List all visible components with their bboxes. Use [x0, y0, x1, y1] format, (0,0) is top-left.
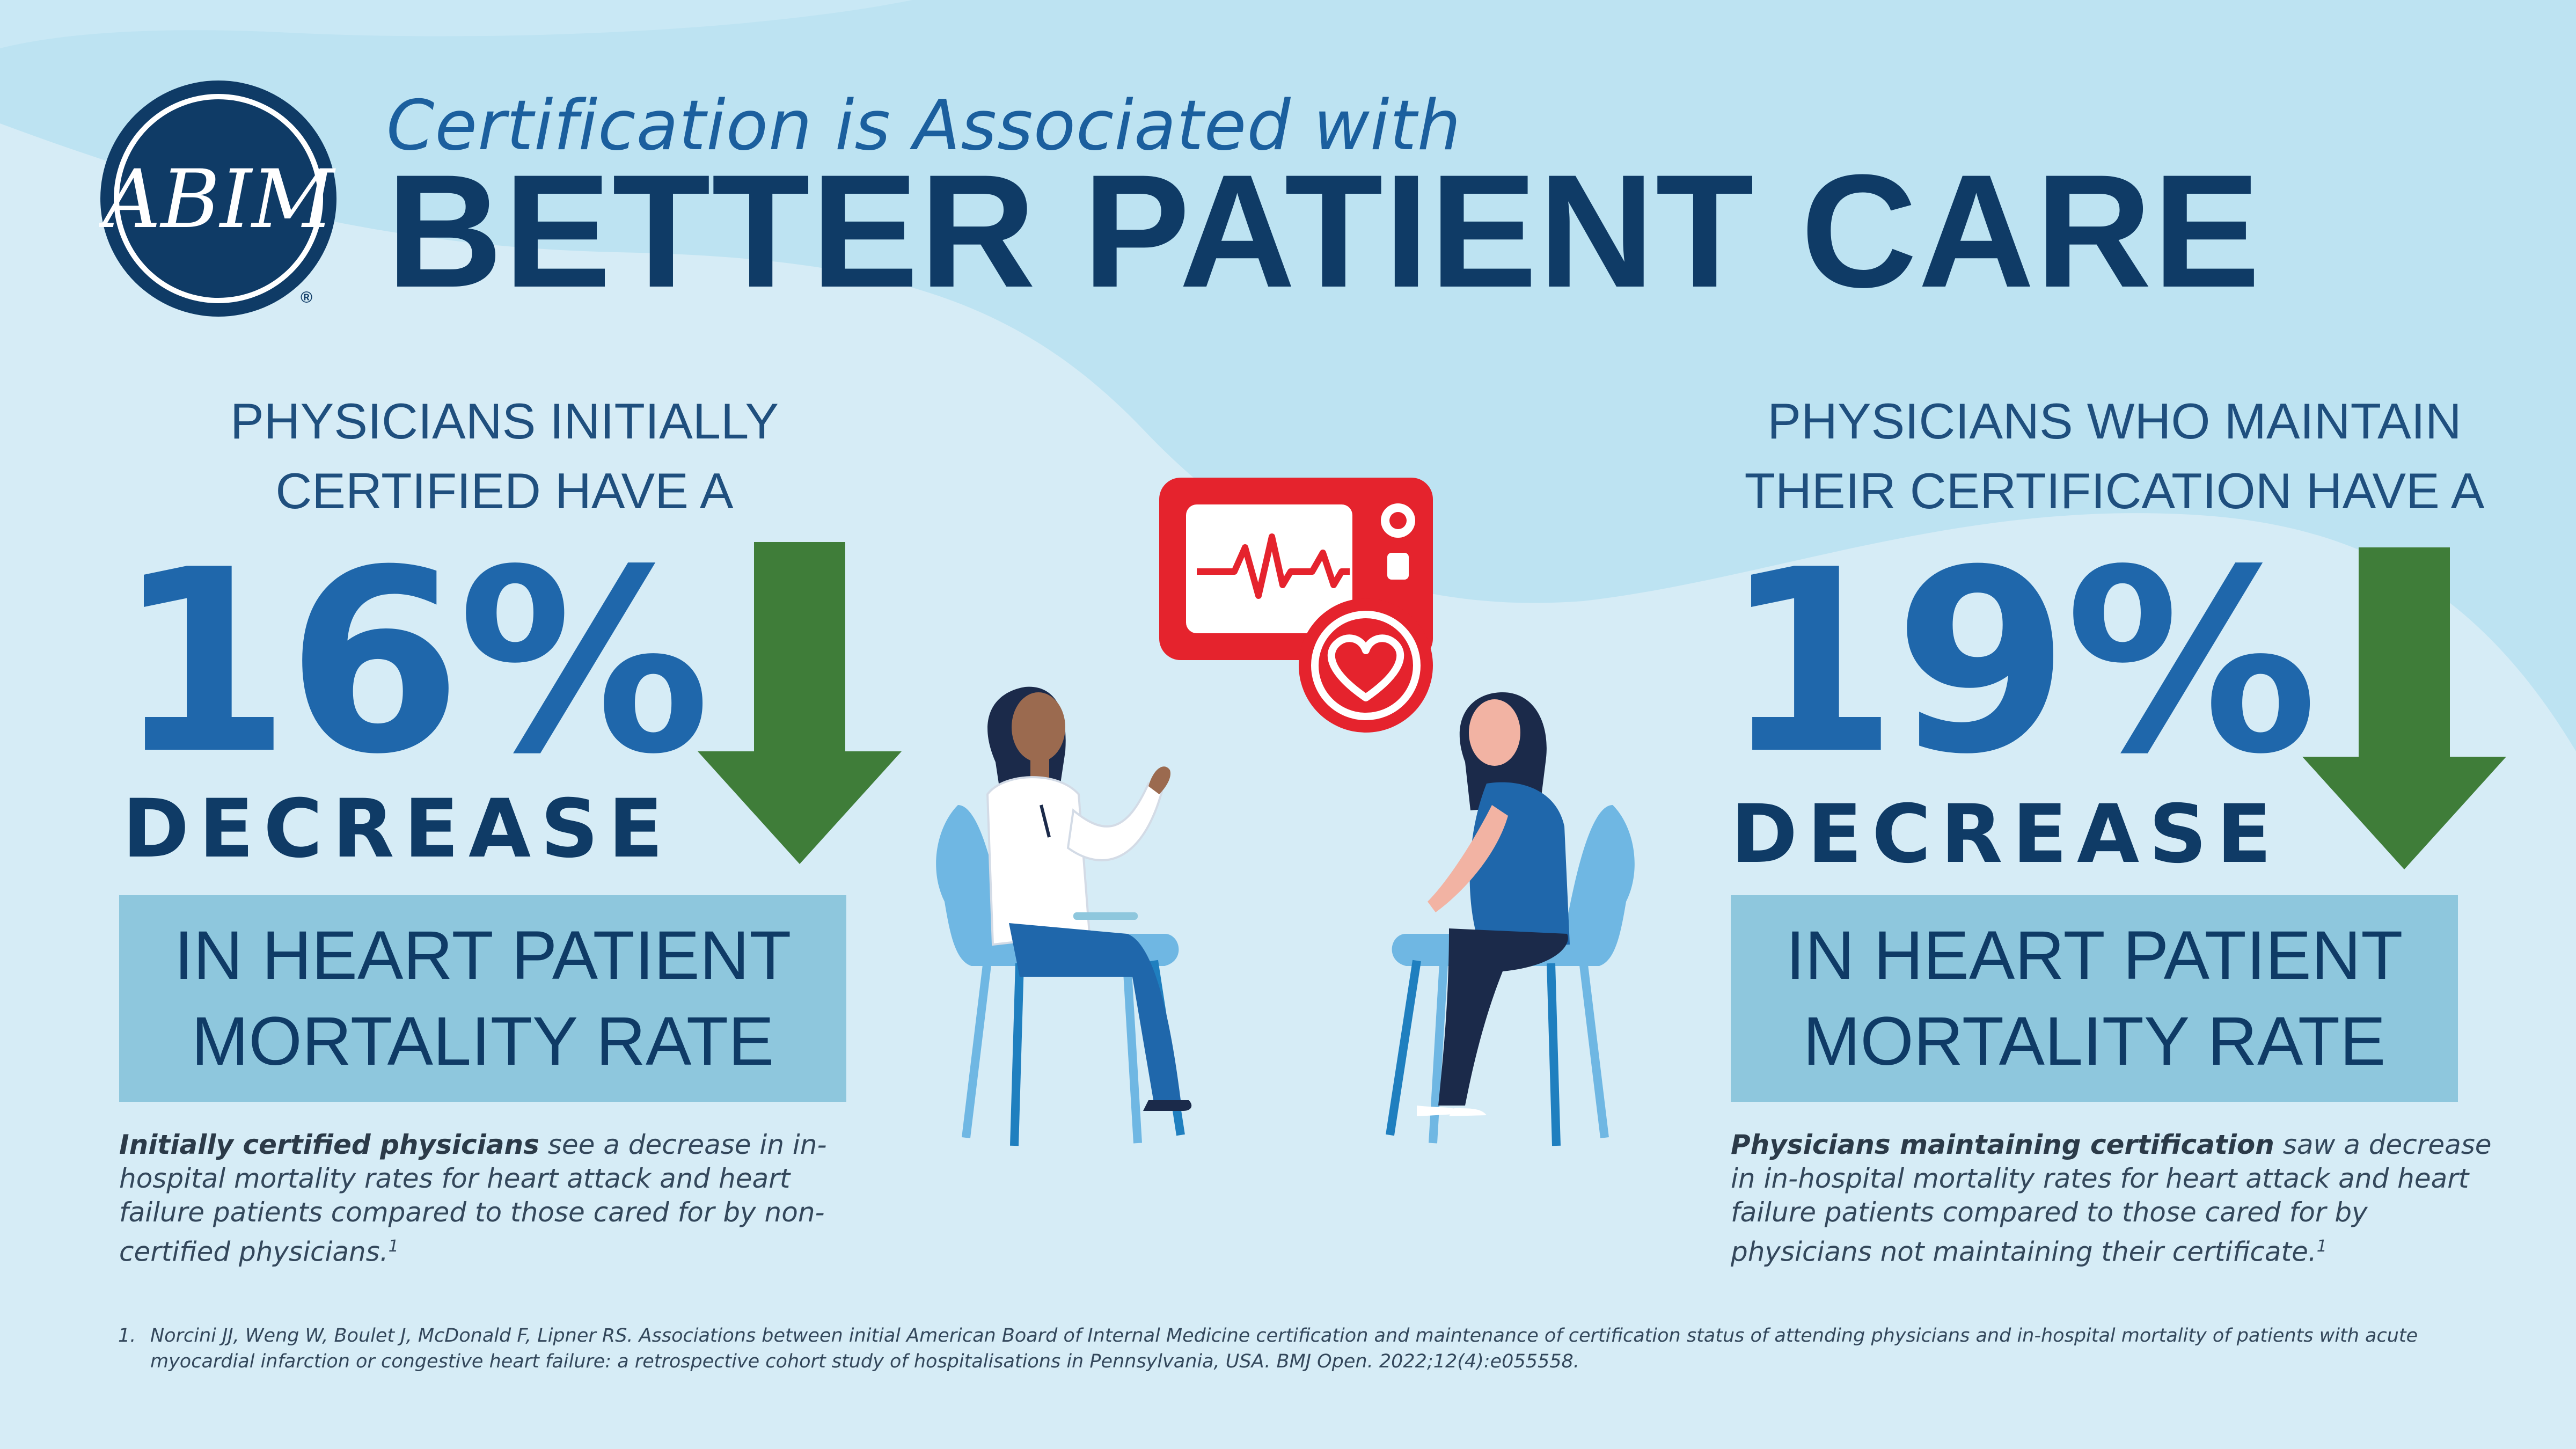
down-arrow-icon [2302, 547, 2506, 869]
patient-figure [1417, 692, 1570, 1116]
left-box-line2: MORTALITY RATE [191, 1002, 774, 1080]
right-footnote-ref: 1 [2316, 1237, 2327, 1256]
page-subtitle: Certification is Associated with [386, 86, 1461, 166]
chair-icon [1386, 805, 1635, 1146]
left-lead-text: PHYSICIANS INITIALLY CERTIFIED HAVE A [161, 386, 848, 526]
right-box-line2: MORTALITY RATE [1803, 1002, 2386, 1080]
registered-mark: ® [301, 289, 313, 306]
left-description-bold: Initially certified physicians [119, 1129, 539, 1160]
right-description-text: saw a decrease in in-hospital mortality … [1731, 1129, 2492, 1268]
left-footnote-ref: 1 [388, 1237, 399, 1256]
right-description: Physicians maintaining certification saw… [1731, 1128, 2504, 1269]
citation-footnote: 1. Norcini JJ, Weng W, Boulet J, McDonal… [118, 1323, 2479, 1374]
right-percentage: 19% [1723, 516, 2318, 809]
right-box-line1: IN HEART PATIENT [1785, 917, 2403, 994]
right-lead-line2: THEIR CERTIFICATION HAVE A [1744, 463, 2485, 519]
left-description: Initially certified physicians see a dec… [119, 1128, 870, 1269]
footnote-number: 1. [118, 1325, 136, 1346]
right-lead-line1: PHYSICIANS WHO MAINTAIN [1767, 393, 2462, 449]
doctor-figure [986, 686, 1192, 1111]
left-outcome-box: IN HEART PATIENT MORTALITY RATE [119, 895, 846, 1102]
left-lead-line1: PHYSICIANS INITIALLY [230, 393, 779, 449]
left-decrease-label: DECREASE [122, 782, 673, 876]
right-decrease-label: DECREASE [1731, 788, 2281, 881]
right-outcome-box: IN HEART PATIENT MORTALITY RATE [1731, 895, 2458, 1102]
page-title: BETTER PATIENT CARE [386, 141, 2262, 321]
left-percentage: 16% [115, 516, 711, 809]
heart-icon [1299, 598, 1433, 733]
abim-logo: ABIM [99, 80, 336, 317]
doctor-patient-illustration [936, 478, 1635, 1146]
left-box-line1: IN HEART PATIENT [174, 917, 792, 994]
right-description-bold: Physicians maintaining certification [1731, 1129, 2274, 1160]
left-description-text: see a decrease in in-hospital mortality … [119, 1129, 827, 1268]
heart-monitor-icon [1159, 478, 1433, 660]
svg-text:ABIM: ABIM [99, 153, 336, 246]
right-lead-text: PHYSICIANS WHO MAINTAIN THEIR CERTIFICAT… [1696, 386, 2533, 526]
left-lead-line2: CERTIFIED HAVE A [275, 463, 734, 519]
down-arrow-icon [698, 542, 902, 864]
footnote-text: Norcini JJ, Weng W, Boulet J, McDonald F… [150, 1325, 2418, 1372]
